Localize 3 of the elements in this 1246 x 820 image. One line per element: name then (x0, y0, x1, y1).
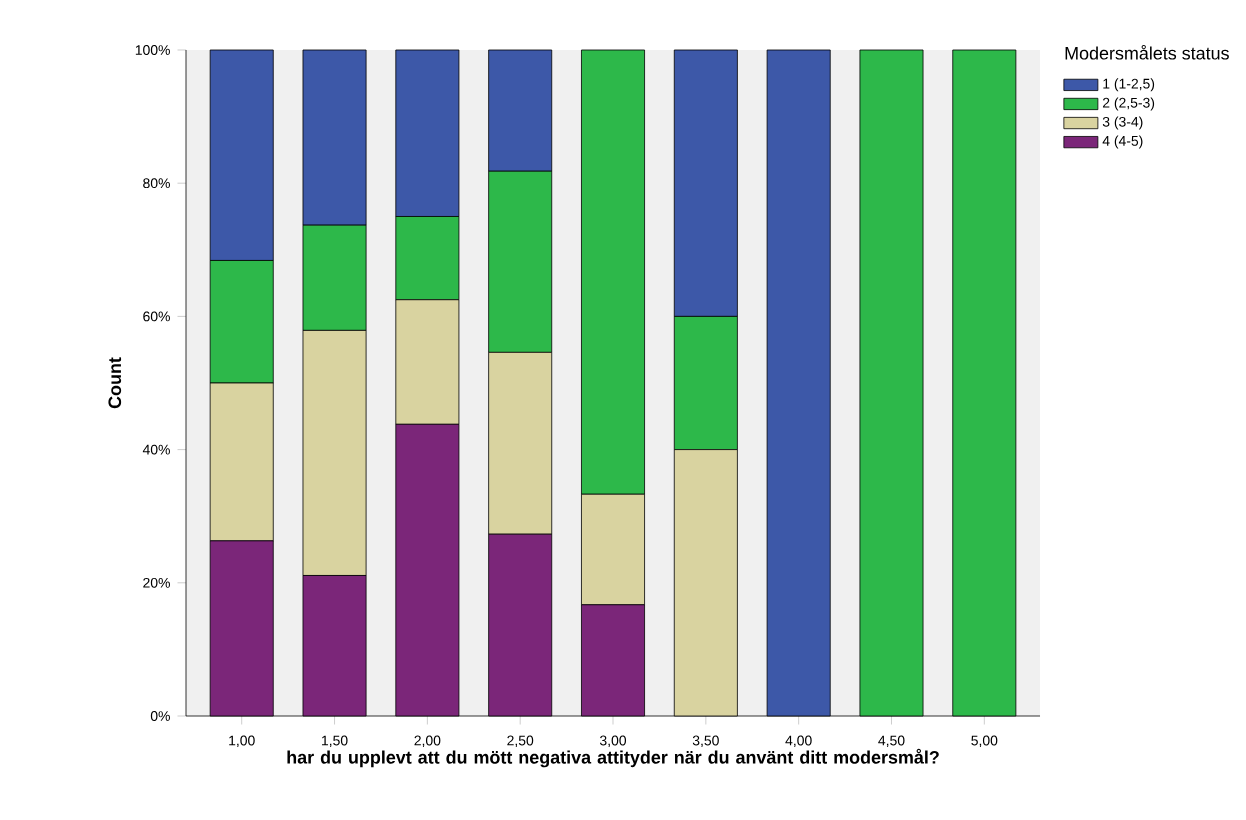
y-axis-title: Count (108, 357, 122, 409)
x-axis-title: har du upplevt att du mött negativa attityder när du använt ditt modersmål? (287, 748, 939, 768)
legend-title: Modersmålets status (1065, 44, 1229, 60)
